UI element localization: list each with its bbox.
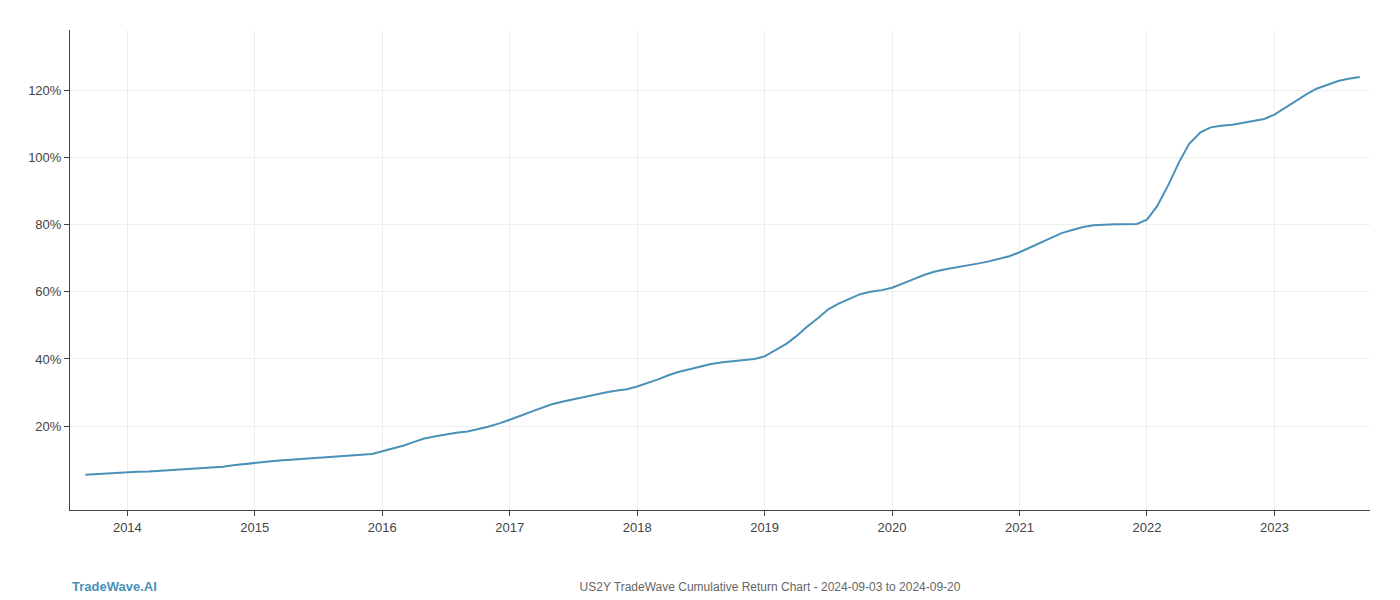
svg-text:20%: 20% bbox=[35, 419, 61, 434]
svg-text:US2Y TradeWave Cumulative Retu: US2Y TradeWave Cumulative Return Chart -… bbox=[580, 580, 961, 594]
svg-text:2017: 2017 bbox=[495, 520, 524, 535]
svg-text:2023: 2023 bbox=[1260, 520, 1289, 535]
svg-text:60%: 60% bbox=[35, 284, 61, 299]
svg-text:2020: 2020 bbox=[878, 520, 907, 535]
svg-text:2015: 2015 bbox=[240, 520, 269, 535]
svg-text:100%: 100% bbox=[28, 150, 62, 165]
svg-text:80%: 80% bbox=[35, 217, 61, 232]
svg-text:2014: 2014 bbox=[113, 520, 142, 535]
svg-text:2021: 2021 bbox=[1005, 520, 1034, 535]
svg-text:2016: 2016 bbox=[368, 520, 397, 535]
svg-text:2019: 2019 bbox=[750, 520, 779, 535]
svg-text:TradeWave.AI: TradeWave.AI bbox=[72, 579, 157, 594]
svg-text:2022: 2022 bbox=[1132, 520, 1161, 535]
svg-text:2018: 2018 bbox=[623, 520, 652, 535]
svg-text:40%: 40% bbox=[35, 352, 61, 367]
svg-text:120%: 120% bbox=[28, 83, 62, 98]
